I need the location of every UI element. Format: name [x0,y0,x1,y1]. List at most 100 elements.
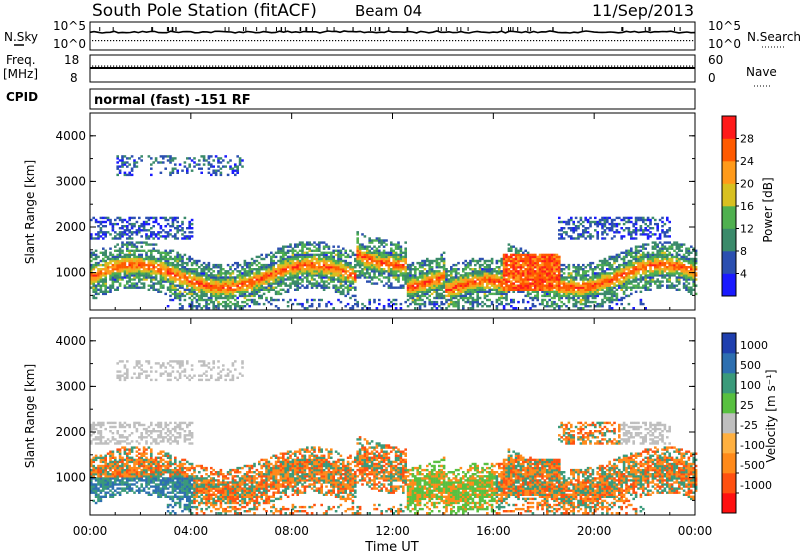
heatmap-cell [639,216,643,220]
heatmap-cell [632,274,635,277]
heatmap-cell [510,276,513,279]
heatmap-cell [200,274,203,277]
heatmap-cell [447,292,451,296]
heatmap-cell [387,251,391,254]
heatmap-cell [555,302,559,306]
heatmap-cell [306,278,309,281]
heatmap-cell [418,270,422,273]
heatmap-cell [409,290,412,293]
heatmap-cell [368,255,371,259]
heatmap-cell [313,298,316,302]
heatmap-cell [675,272,679,275]
heatmap-cell [414,282,417,285]
heatmap-cell [133,257,136,261]
heatmap-cell [574,276,578,279]
heatmap-cell [164,253,167,257]
heatmap-cell [260,286,263,289]
heatmap-cell [579,216,583,220]
heatmap-cell [639,229,643,232]
heatmap-cell [174,292,177,296]
heatmap-cell [642,247,645,250]
heatmap-cell [356,255,359,259]
heatmap-cell [675,278,679,281]
heatmap-cell [99,286,103,289]
heatmap-cell [272,253,275,257]
heatmap-cell [284,284,287,287]
heatmap-cell [387,253,391,257]
heatmap-cell [406,276,410,279]
heatmap-cell [445,286,448,289]
heatmap-cell [608,222,611,226]
heatmap-cell [510,280,513,283]
heatmap-cell [246,274,249,277]
heatmap-cell [284,253,287,257]
heatmap-cell [632,286,635,289]
heatmap-cell [502,280,506,283]
heatmap-cell [210,296,213,300]
heatmap-cell [608,296,611,300]
heatmap-cell [577,307,580,310]
heatmap-cell [190,302,194,306]
heatmap-cell [214,274,218,277]
heatmap-cell [258,284,261,287]
heatmap-cell [668,266,671,269]
heatmap-cell [186,169,189,172]
heatmap-cell [608,284,611,287]
heatmap-cell [435,288,439,291]
heatmap-cell [646,282,650,285]
heatmap-cell [344,268,347,271]
heatmap-cell [349,282,352,285]
heatmap-cell [457,282,460,285]
heatmap-cell [654,268,657,271]
heatmap-cell [668,229,671,232]
heatmap-cell [332,261,335,265]
heatmap-cell [526,261,530,265]
heatmap-cell [505,290,508,293]
heatmap-cell [159,272,163,275]
heatmap-cell [325,259,328,263]
heatmap-cell [351,294,355,298]
heatmap-cell [337,251,340,254]
heatmap-cell [608,278,611,281]
heatmap-cell [644,253,647,257]
heatmap-cell [382,255,386,259]
heatmap-cell [642,216,645,220]
heatmap-cell [255,259,259,263]
heatmap-cell [481,286,484,289]
heatmap-cell [164,249,167,252]
heatmap-cell [210,282,213,285]
heatmap-cell [157,237,160,240]
heatmap-cell [507,249,511,252]
heatmap-cell [128,266,131,269]
heatmap-cell [354,263,357,267]
heatmap-cell [382,270,386,273]
heatmap-cell [315,266,319,269]
heatmap-cell [130,263,134,267]
heatmap-cell [202,288,206,291]
heatmap-cell [253,290,256,293]
heatmap-cell [262,274,266,277]
heatmap-cell [159,216,163,220]
heatmap-cell [361,233,364,236]
heatmap-cell [505,298,508,302]
heatmap-cell [577,266,580,269]
heatmap-cell [310,243,314,246]
heatmap-cell [634,218,638,222]
heatmap-cell [661,247,664,250]
heatmap-cell [639,233,643,236]
heatmap-cell [678,280,681,283]
heatmap-cell [462,278,465,281]
heatmap-cell [133,284,136,287]
heatmap-cell [615,272,619,275]
heatmap-cell [195,286,199,289]
heatmap-cell [368,261,371,265]
heatmap-cell [147,257,151,261]
heatmap-cell [176,294,179,298]
heatmap-cell [582,286,585,289]
heatmap-cell [214,276,218,279]
heatmap-cell [634,227,638,230]
heatmap-cell [282,249,285,252]
heatmap-cell [171,276,175,279]
heatmap-cell [505,255,508,259]
heatmap-cell [150,272,153,275]
